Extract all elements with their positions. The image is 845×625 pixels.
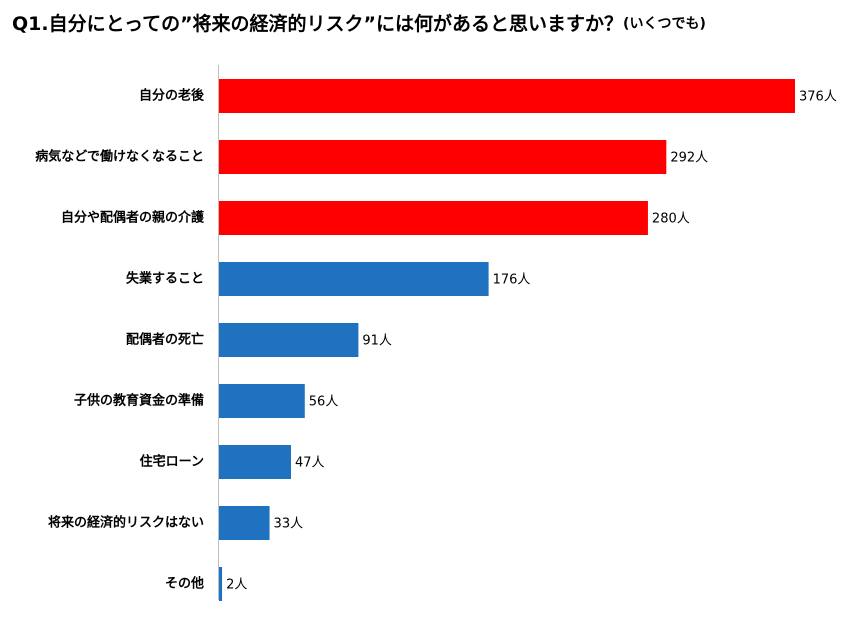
bar [219, 384, 305, 418]
category-label: 将来の経済的リスクはない [48, 515, 204, 531]
bar [219, 567, 223, 601]
bar [219, 140, 667, 174]
bar [219, 262, 489, 296]
value-label: 376人 [799, 90, 837, 105]
bar [219, 201, 648, 235]
category-label: 失業すること [126, 271, 204, 287]
category-label: その他 [165, 576, 204, 592]
title: Q1.自分にとっての”将来の経済的リスク”には何があると思いますか？ [12, 12, 623, 35]
value-label: 47人 [295, 456, 325, 471]
value-label: 91人 [362, 334, 392, 349]
bar [219, 79, 795, 113]
category-label: 自分の老後 [139, 88, 205, 104]
category-label: 住宅ローン [140, 454, 204, 470]
value-label: 2人 [226, 578, 247, 593]
category-label: 配偶者の死亡 [126, 332, 204, 348]
chart-title: Q1.自分にとっての”将来の経済的リスク”には何があると思いますか？(いくつでも… [12, 12, 706, 35]
value-label: 33人 [274, 517, 304, 532]
bar [219, 323, 359, 357]
category-label: 病気などで働けなくなること [35, 149, 204, 165]
value-label: 176人 [493, 273, 531, 288]
subtitle: (いくつでも) [623, 16, 706, 32]
bar [219, 506, 270, 540]
value-label: 280人 [652, 212, 690, 227]
category-label: 自分や配偶者の親の介護 [61, 210, 205, 226]
value-label: 56人 [309, 395, 339, 410]
value-label: 292人 [670, 151, 708, 166]
bar [219, 445, 291, 479]
category-label: 子供の教育資金の準備 [74, 393, 204, 409]
